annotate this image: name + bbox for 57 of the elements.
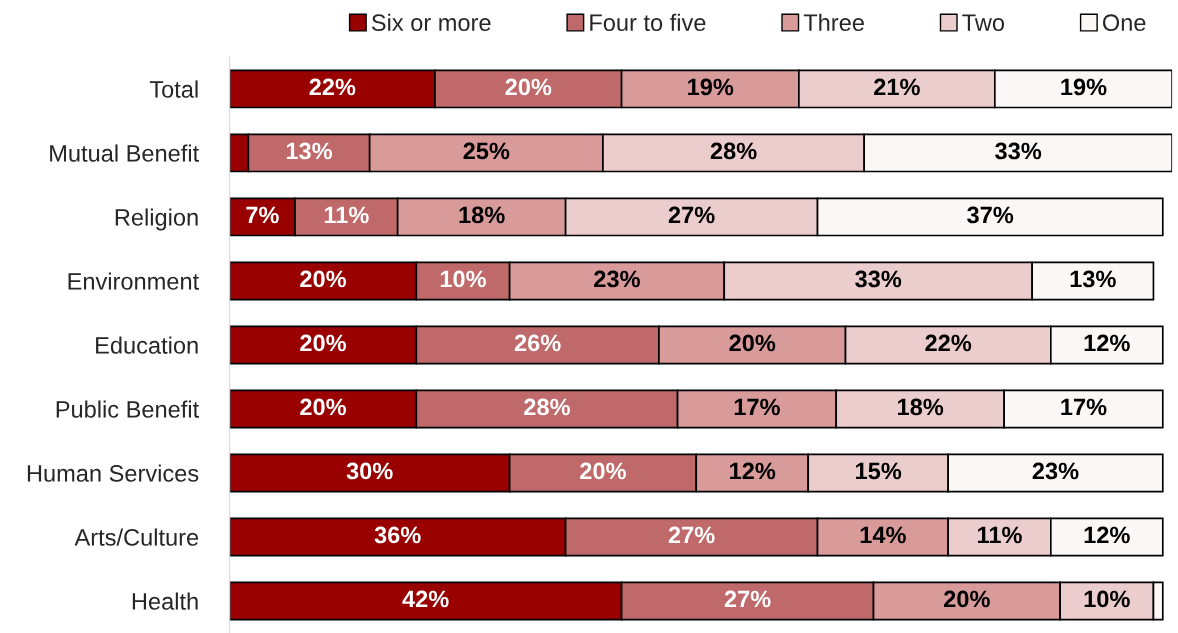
- data-label: 23%: [1032, 462, 1079, 480]
- data-label: 12%: [730, 462, 776, 480]
- data-label: 22%: [309, 78, 356, 96]
- data-label: 20%: [729, 334, 776, 352]
- data-label: 25%: [463, 142, 510, 160]
- data-label: 13%: [1070, 270, 1116, 288]
- data-label: 36%: [374, 526, 421, 544]
- y-tick-label: Total: [149, 80, 198, 98]
- data-label: 10%: [440, 270, 486, 288]
- data-label: 20%: [300, 270, 347, 288]
- data-label: 12%: [1084, 526, 1130, 544]
- data-label: 18%: [898, 398, 944, 416]
- data-label: 30%: [346, 462, 393, 480]
- legend-label: Four to five: [590, 13, 706, 32]
- data-label: 11%: [978, 526, 1022, 544]
- data-label: 20%: [505, 78, 552, 96]
- data-label: 27%: [668, 526, 715, 544]
- data-label: 20%: [580, 462, 626, 480]
- data-label: 17%: [734, 398, 780, 416]
- y-tick-label: Arts/Culture: [74, 528, 199, 546]
- y-tick-label: Education: [96, 336, 198, 354]
- data-label: 20%: [300, 334, 347, 352]
- data-label: 18%: [459, 206, 505, 224]
- data-label: 33%: [995, 142, 1042, 160]
- y-tick-label: Public Benefit: [56, 400, 199, 418]
- data-label: 21%: [874, 78, 920, 96]
- data-label: 23%: [594, 270, 640, 288]
- data-label: 22%: [925, 334, 972, 352]
- data-label: 37%: [967, 206, 1014, 224]
- data-label: 12%: [1084, 334, 1130, 352]
- data-label: 19%: [688, 78, 734, 96]
- data-label: 13%: [286, 142, 333, 160]
- data-label: 42%: [402, 590, 449, 608]
- data-label: 14%: [860, 526, 906, 544]
- legend-label: Six or more: [371, 13, 491, 32]
- data-label: 11%: [324, 206, 369, 224]
- y-tick-label: Mutual Benefit: [50, 144, 199, 162]
- data-label: 27%: [724, 590, 771, 608]
- data-label: 27%: [668, 206, 715, 224]
- legend-label: One: [1102, 14, 1146, 32]
- data-label: 28%: [524, 398, 570, 416]
- legend-label: Three: [803, 13, 864, 32]
- y-tick-label: Health: [132, 592, 198, 610]
- data-label: 33%: [855, 270, 902, 288]
- y-tick-label: Religion: [115, 208, 198, 231]
- y-tick-label: Environment: [68, 272, 199, 290]
- data-label: 15%: [856, 462, 902, 480]
- data-label: 26%: [514, 334, 561, 352]
- data-label: 17%: [1061, 398, 1107, 416]
- data-label: 20%: [944, 590, 990, 608]
- data-label: 28%: [710, 142, 757, 160]
- data-label: 19%: [1061, 78, 1107, 96]
- data-label: 20%: [300, 398, 347, 416]
- legend-label: Two: [962, 14, 1005, 32]
- data-label: 7%: [246, 206, 279, 224]
- data-label: 10%: [1084, 590, 1130, 608]
- y-tick-label: Human Services: [27, 464, 199, 482]
